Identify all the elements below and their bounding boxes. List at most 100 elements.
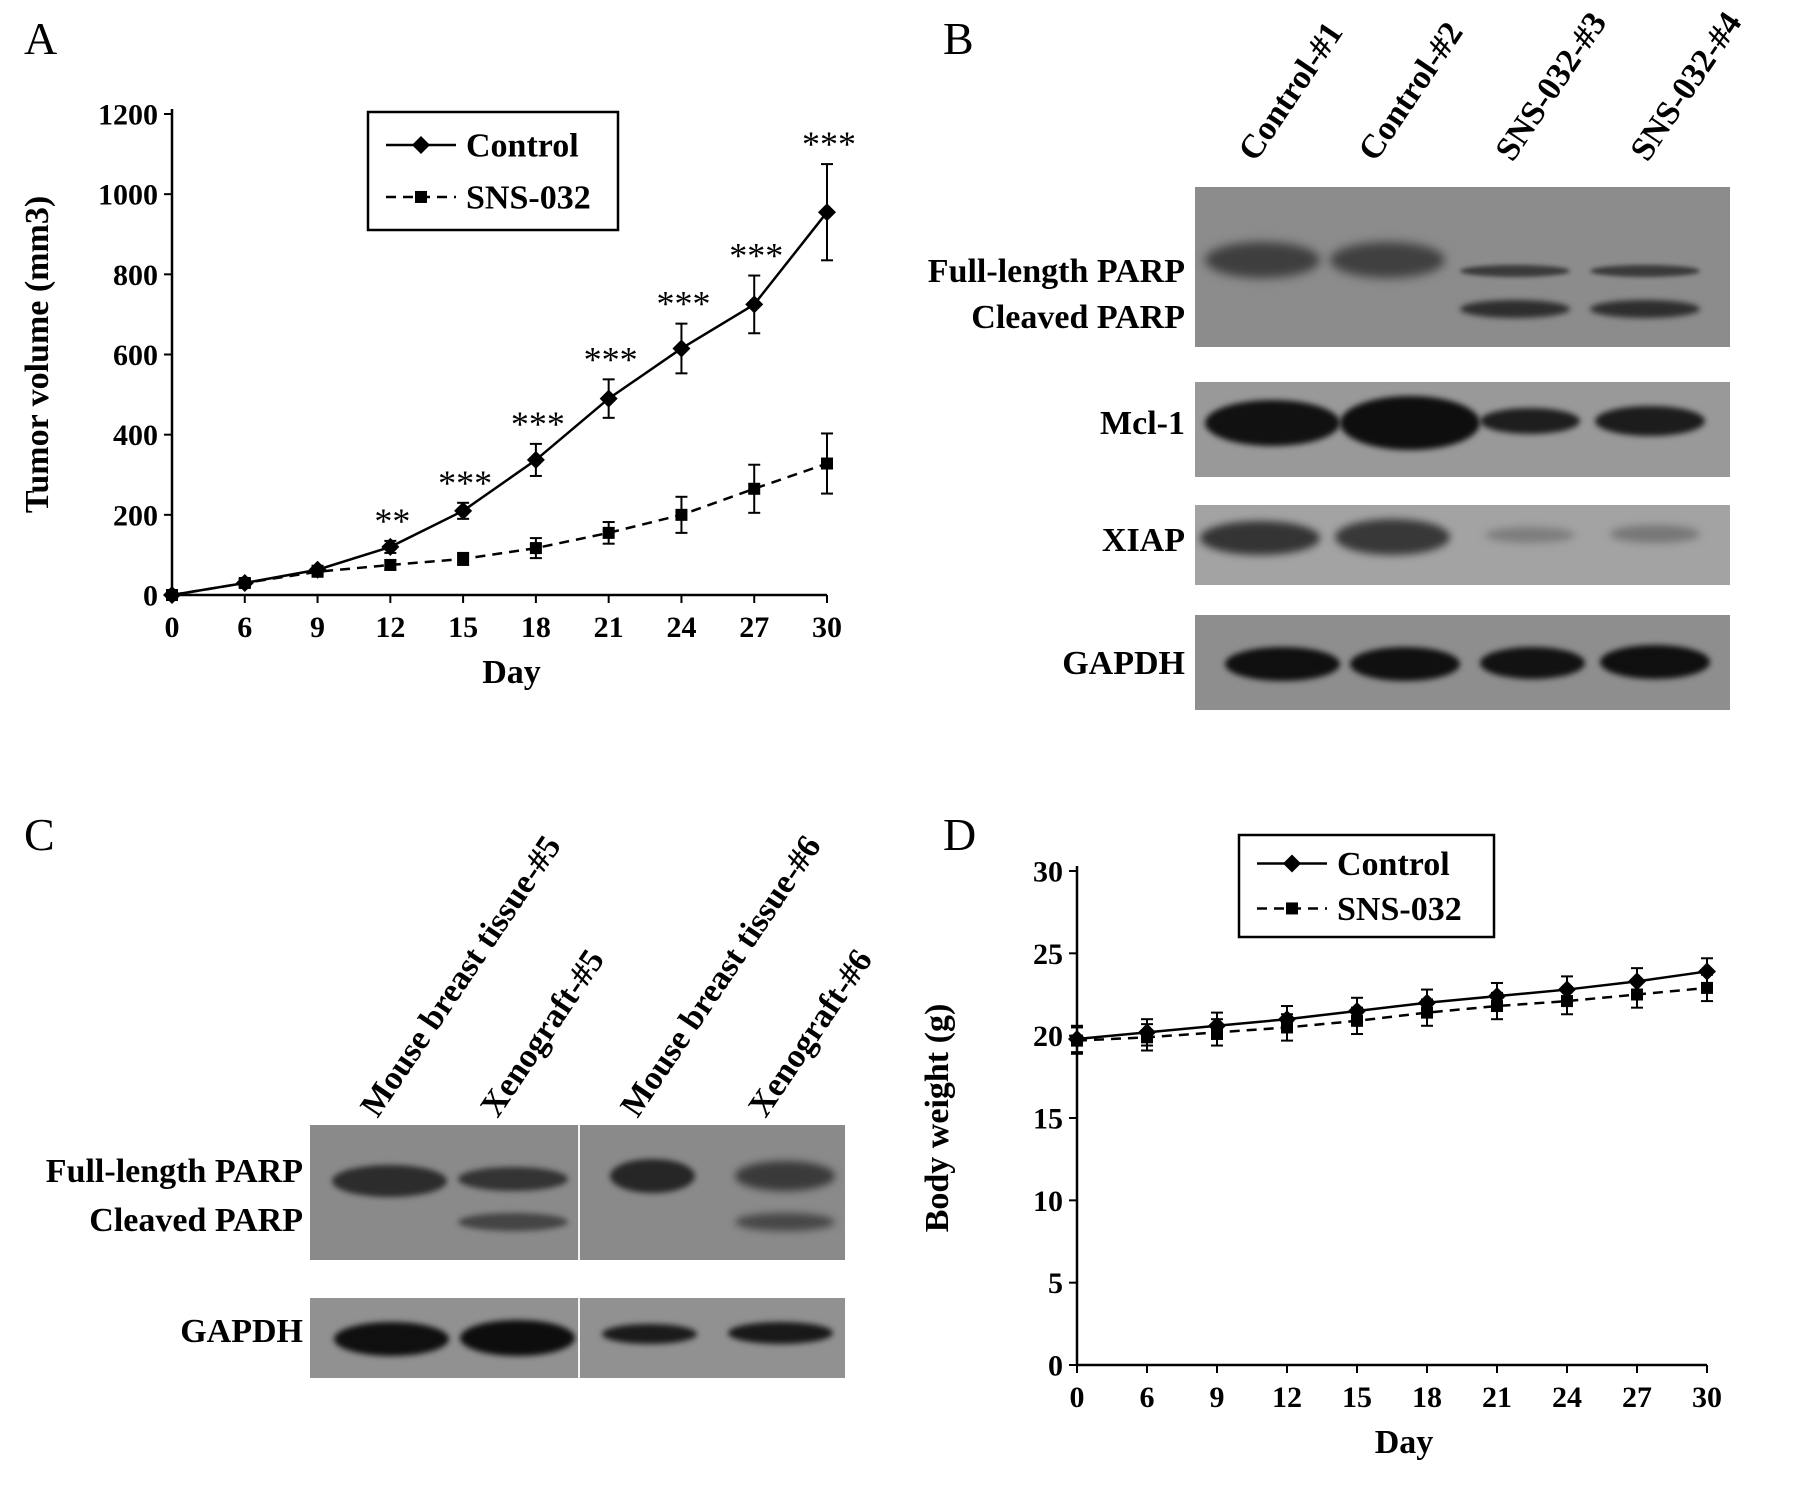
lane-label-b2: Control-#2 (1351, 15, 1471, 168)
band (1350, 647, 1460, 681)
legend-marker (415, 190, 427, 203)
data-point (1351, 1014, 1363, 1027)
x-tick-label: 30 (1692, 1381, 1722, 1414)
significance-annotation: *** (729, 236, 783, 276)
y-tick-label: 1200 (98, 99, 158, 132)
band (1335, 519, 1450, 555)
y-tick-label: 600 (113, 339, 158, 372)
y-tick-label: 0 (1048, 1350, 1063, 1383)
data-point (529, 542, 542, 555)
x-axis-label: Day (1375, 1424, 1434, 1461)
data-point (1281, 1021, 1293, 1034)
x-tick-label: 30 (812, 611, 842, 644)
band (1485, 527, 1575, 543)
data-point (821, 457, 833, 470)
body-weight-chart: 0 5 10 15 20 25 30 0 6 9 12 15 18 21 24 27 30 Day Body wei… (919, 833, 1722, 1461)
data-point (454, 501, 473, 520)
band (1460, 300, 1570, 318)
data-point (1701, 981, 1713, 994)
band (1595, 406, 1705, 436)
band (610, 1159, 695, 1193)
blot-strip-parp-c (310, 1125, 845, 1260)
y-tick-label: 25 (1033, 938, 1063, 971)
legend-label: Control (1337, 846, 1450, 883)
significance-annotation: *** (584, 339, 638, 379)
x-tick-label: 24 (1552, 1381, 1582, 1414)
blot-strip-gapdh-b (1195, 615, 1730, 710)
band (1480, 408, 1580, 434)
y-axis-label: Tumor volume (mm3) (19, 196, 56, 513)
legend-label: Control (466, 127, 579, 164)
band (728, 1322, 833, 1344)
data-point (166, 589, 178, 601)
row-label-gapdh-c: GAPDH (180, 1313, 303, 1350)
significance-annotation: *** (511, 404, 565, 444)
data-point (1491, 1000, 1503, 1013)
lane-label-c1: Mouse breast tissue-#5 (353, 829, 569, 1124)
y-tick-label: 10 (1033, 1185, 1063, 1218)
band (1200, 521, 1320, 555)
panel-letter-c: C (24, 809, 55, 860)
data-point (818, 203, 836, 222)
legend-label: SNS-032 (1337, 891, 1462, 928)
data-point (675, 508, 688, 521)
x-tick-label: 27 (739, 611, 769, 644)
data-point (1561, 995, 1573, 1008)
row-label-full-parp-c: Full-length PARP (45, 1153, 303, 1190)
significance-annotation: *** (656, 284, 710, 324)
blot-strip-gapdh-c (310, 1298, 845, 1378)
panel-letter-a: A (24, 13, 58, 64)
data-point (457, 552, 470, 565)
row-label-full-parp-b: Full-length PARP (927, 253, 1185, 290)
blot-strip-parp-b (1195, 187, 1730, 347)
band (1340, 396, 1480, 450)
band (735, 1161, 835, 1191)
data-point (1141, 1031, 1153, 1044)
band (458, 1167, 568, 1191)
band (458, 1213, 568, 1231)
band (1205, 400, 1340, 446)
data-point (238, 576, 251, 589)
x-tick-label: 12 (1272, 1381, 1302, 1414)
x-tick-label: 21 (1482, 1381, 1512, 1414)
band (1205, 242, 1320, 278)
legend-box (1237, 833, 1496, 939)
y-tick-label: 1000 (98, 179, 158, 212)
lane-divider (578, 1298, 580, 1378)
series-line-0 (1076, 970, 1708, 1041)
x-tick-label: 24 (666, 611, 696, 644)
series-line-1 (171, 462, 828, 597)
y-tick-label: 5 (1048, 1267, 1063, 1300)
row-label-gapdh-b: GAPDH (1062, 645, 1185, 682)
band (332, 1165, 447, 1197)
y-tick-label: 400 (113, 419, 158, 452)
x-axis-label: Day (482, 654, 541, 691)
data-point (384, 558, 397, 571)
tumor-volume-chart: 0 200 400 600 800 1000 1200 0 6 9 12 15 18 21 24 27 30 Da… (19, 99, 856, 692)
data-point (748, 482, 761, 495)
x-tick-label: 9 (310, 611, 325, 644)
panel-letter-b: B (943, 13, 974, 64)
legend-box (366, 110, 620, 232)
band (1460, 265, 1570, 277)
series-line-1 (1076, 986, 1708, 1042)
band (1610, 525, 1700, 543)
blot-strip-mcl1-b (1195, 382, 1730, 477)
x-tick-label: 18 (1412, 1381, 1442, 1414)
band (460, 1320, 575, 1356)
x-tick-label: 21 (594, 611, 624, 644)
row-label-mcl1-b: Mcl-1 (1100, 405, 1185, 442)
lane-label-b1: Control-#1 (1231, 15, 1351, 168)
lane-label-c4: Xenograft-#6 (741, 943, 880, 1124)
band (1600, 645, 1710, 679)
y-tick-label: 30 (1033, 856, 1063, 889)
x-tick-label: 15 (1342, 1381, 1372, 1414)
band (1225, 647, 1340, 681)
significance-annotation: *** (802, 124, 856, 164)
x-tick-label: 18 (521, 611, 551, 644)
legend-marker (412, 136, 430, 155)
data-point (602, 526, 615, 539)
band (602, 1324, 697, 1344)
legend-label: SNS-032 (466, 179, 591, 216)
data-point (311, 565, 324, 578)
